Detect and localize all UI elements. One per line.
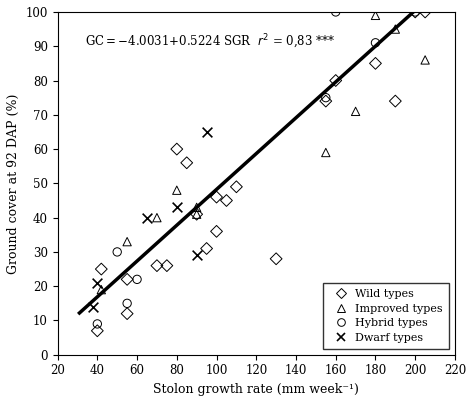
Point	[173, 187, 181, 193]
Point	[94, 328, 101, 334]
Point	[173, 146, 181, 152]
Y-axis label: Ground cover at 92 DAP (%): Ground cover at 92 DAP (%)	[7, 93, 20, 274]
Point	[163, 262, 171, 269]
Point	[372, 60, 379, 66]
Point	[193, 204, 201, 211]
Point	[203, 129, 210, 135]
Point	[203, 245, 210, 252]
Point	[322, 94, 330, 101]
Point	[153, 214, 161, 221]
Point	[183, 160, 191, 166]
Point	[322, 98, 330, 104]
Point	[193, 211, 201, 218]
Point	[153, 262, 161, 269]
Point	[213, 194, 220, 200]
Point	[143, 214, 151, 221]
Point	[223, 197, 230, 204]
Point	[233, 183, 240, 190]
Point	[412, 9, 419, 15]
Point	[97, 287, 105, 293]
Point	[421, 57, 429, 63]
Point	[272, 256, 280, 262]
Point	[123, 276, 131, 283]
Point	[193, 211, 201, 218]
Point	[332, 77, 340, 84]
Point	[123, 310, 131, 317]
Point	[322, 149, 330, 156]
Point	[97, 266, 105, 272]
Point	[412, 9, 419, 15]
Point	[123, 239, 131, 245]
Point	[123, 300, 131, 307]
Point	[94, 321, 101, 327]
Point	[94, 280, 101, 286]
Point	[332, 9, 340, 15]
Legend: Wild types, Improved types, Hybrid types, Dwarf types: Wild types, Improved types, Hybrid types…	[323, 283, 449, 349]
Point	[114, 249, 121, 255]
Point	[89, 303, 97, 310]
Text: GC$=$$-$4.0031$+$0.5224 SGR  $r^2$ = 0,83 ***: GC$=$$-$4.0031$+$0.5224 SGR $r^2$ = 0,83…	[86, 33, 335, 51]
Point	[372, 39, 379, 46]
X-axis label: Stolon growth rate (mm week⁻¹): Stolon growth rate (mm week⁻¹)	[153, 383, 359, 396]
Point	[352, 108, 359, 114]
Point	[193, 252, 201, 259]
Point	[421, 9, 429, 15]
Point	[173, 204, 181, 211]
Point	[392, 26, 399, 32]
Point	[213, 228, 220, 235]
Point	[133, 276, 141, 283]
Point	[392, 98, 399, 104]
Point	[372, 12, 379, 19]
